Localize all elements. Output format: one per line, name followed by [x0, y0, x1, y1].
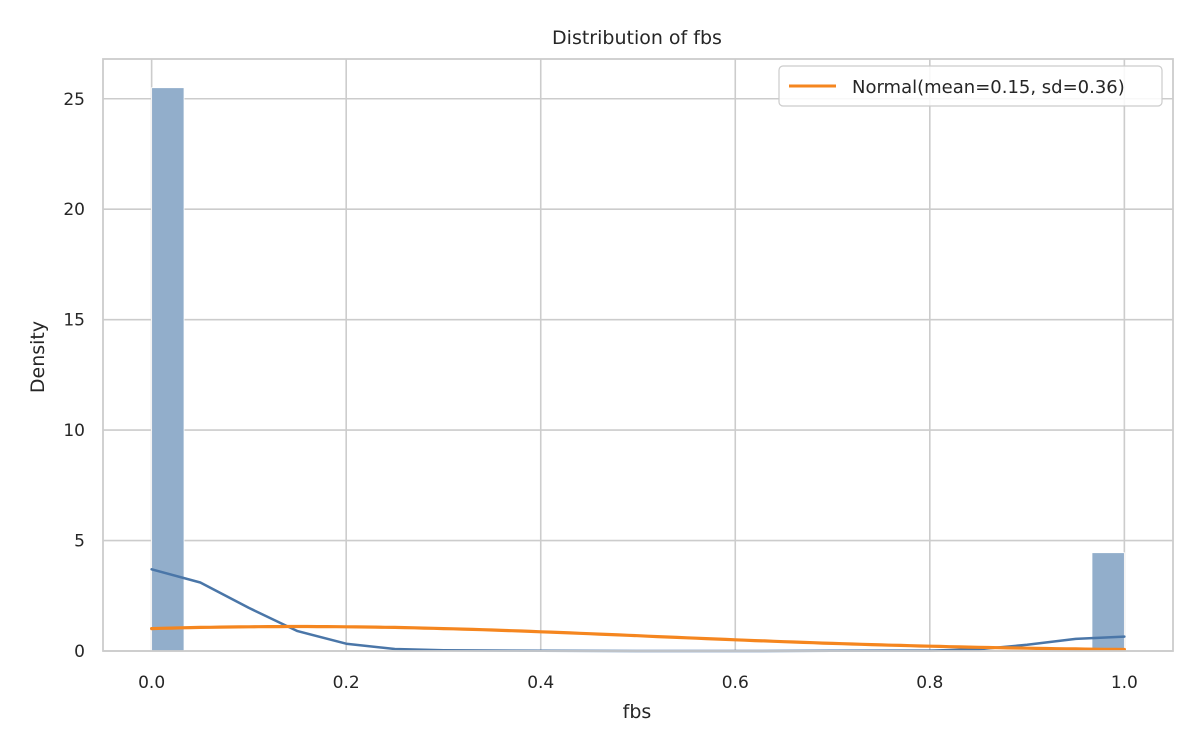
y-tick-label: 20 [63, 200, 85, 220]
x-tick-label: 0.8 [916, 673, 943, 693]
grid [103, 59, 1173, 652]
y-tick-labels: 0 5 10 15 20 25 [63, 90, 85, 662]
curves [150, 568, 1126, 653]
x-tick-label: 0.6 [722, 673, 749, 693]
legend-normal-label: Normal(mean=0.15, sd=0.36) [852, 77, 1125, 98]
y-axis-label: Density [27, 321, 49, 393]
chart-title: Distribution of fbs [552, 27, 722, 49]
y-tick-label: 0 [74, 642, 85, 662]
kde-curve [150, 568, 1126, 653]
x-tick-label: 0.4 [527, 673, 554, 693]
legend: Normal(mean=0.15, sd=0.36) [778, 65, 1163, 107]
y-tick-label: 10 [63, 421, 85, 441]
plot-frame [102, 58, 1174, 652]
x-tick-label: 0.2 [333, 673, 360, 693]
normal-fit-curve [150, 624, 1126, 652]
y-tick-label: 25 [63, 90, 85, 110]
y-tick-label: 15 [63, 311, 85, 331]
x-tick-label: 1.0 [1111, 673, 1138, 693]
legend-box [778, 65, 1163, 107]
x-tick-labels: 0.0 0.2 0.4 0.6 0.8 1.0 [138, 673, 1138, 693]
histogram-bar [1091, 552, 1125, 652]
histogram-bars [151, 87, 1125, 652]
x-tick-label: 0.0 [138, 673, 165, 693]
y-tick-label: 5 [74, 532, 85, 552]
x-axis-label: fbs [623, 701, 652, 723]
histogram-bar [151, 87, 185, 652]
